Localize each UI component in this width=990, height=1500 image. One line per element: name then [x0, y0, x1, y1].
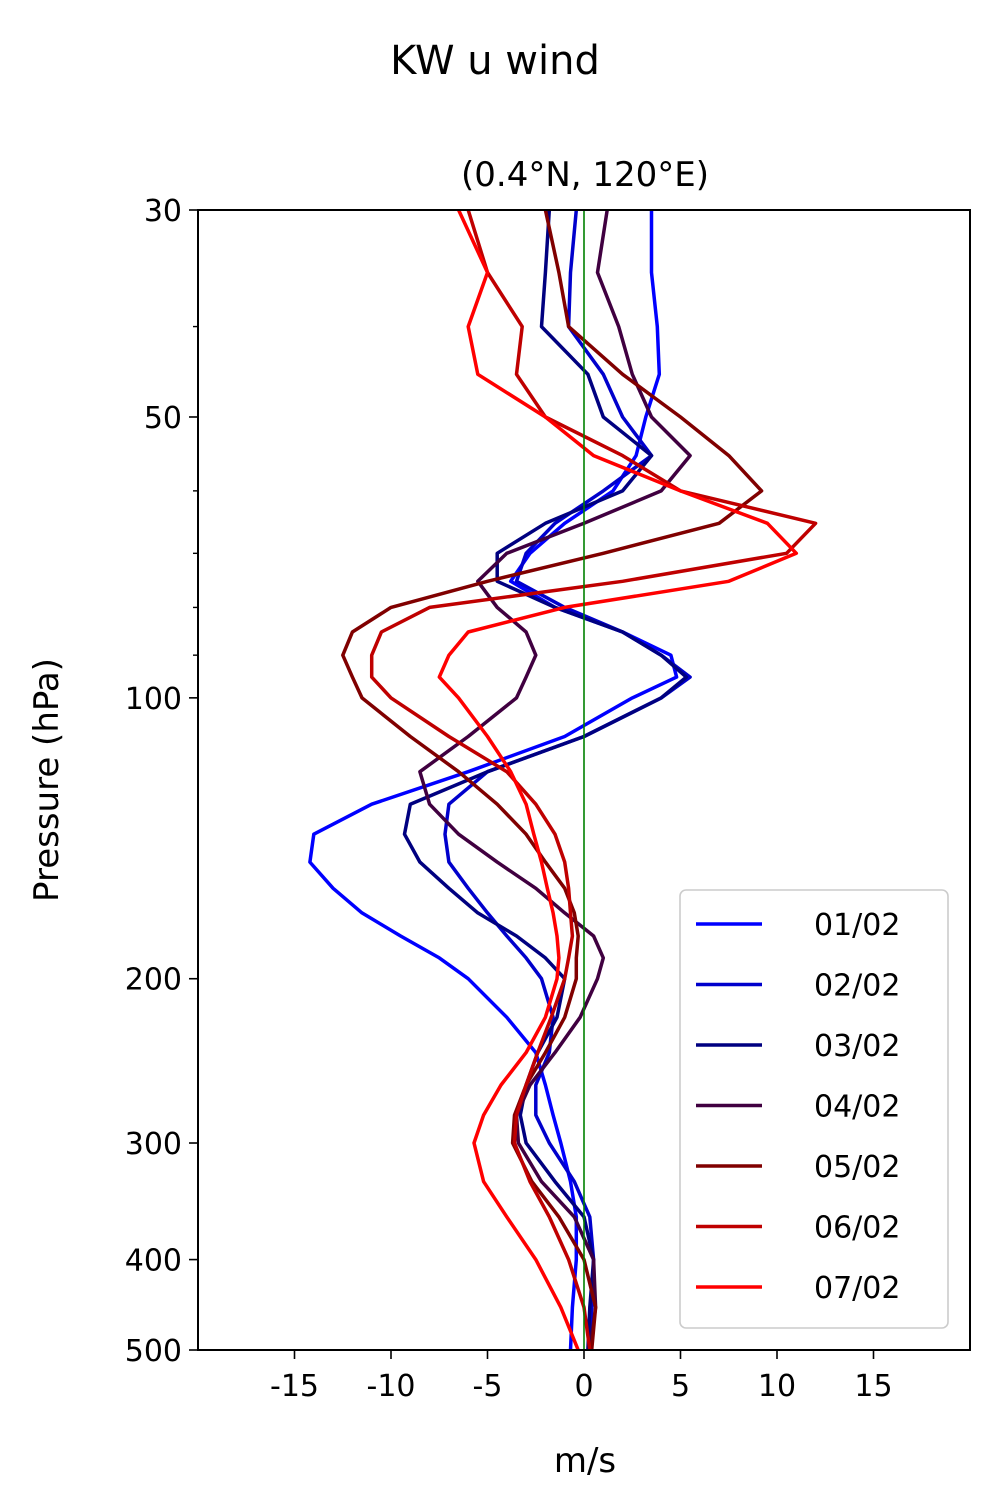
x-axis: -15 -10 -5 0 5 10 15: [270, 1350, 893, 1404]
series-layer: [308, 209, 818, 1351]
chart-suptitle: KW u wind: [390, 38, 600, 84]
series-line-02-02: [443, 209, 692, 1351]
series-line-06-02: [369, 209, 818, 1351]
y-tick-label: 500: [125, 1334, 182, 1369]
legend-box: [679, 889, 949, 1329]
y-tick-label: 400: [125, 1244, 182, 1279]
legend-label: 01/02: [814, 908, 900, 943]
x-tick-label: 10: [758, 1369, 796, 1404]
series-line-07-02: [437, 209, 799, 1351]
legend-label: 02/02: [814, 969, 900, 1004]
x-tick-label: -15: [270, 1369, 319, 1404]
series-line-01-02: [308, 210, 679, 1351]
legend-label: 07/02: [814, 1271, 900, 1306]
y-tick-label: 300: [125, 1127, 182, 1162]
legend-label: 06/02: [814, 1211, 900, 1246]
legend-label: 05/02: [814, 1150, 900, 1185]
x-tick-label: 0: [574, 1369, 593, 1404]
y-tick-label: 30: [144, 194, 182, 229]
x-tick-label: -5: [473, 1369, 503, 1404]
series-line-03-02: [402, 209, 689, 1351]
y-tick-label: 200: [125, 963, 182, 998]
x-axis-label: m/s: [554, 1441, 616, 1481]
series-line-05-02: [341, 209, 764, 1351]
x-tick-label: -10: [367, 1369, 416, 1404]
x-tick-label: 15: [854, 1369, 892, 1404]
legend-label: 04/02: [814, 1090, 900, 1125]
legend-label: 03/02: [814, 1029, 900, 1064]
y-tick-label: 100: [125, 682, 182, 717]
y-tick-label: 50: [144, 401, 182, 436]
y-axis-label: Pressure (hPa): [27, 658, 67, 902]
y-axis: 30 50 100 200 300 400 500: [125, 194, 198, 1369]
chart-title: (0.4°N, 120°E): [461, 155, 709, 195]
x-tick-label: 5: [671, 1369, 690, 1404]
legend: 01/02 02/02 03/02 04/02 05/02 06/02 07/02: [679, 889, 949, 1329]
